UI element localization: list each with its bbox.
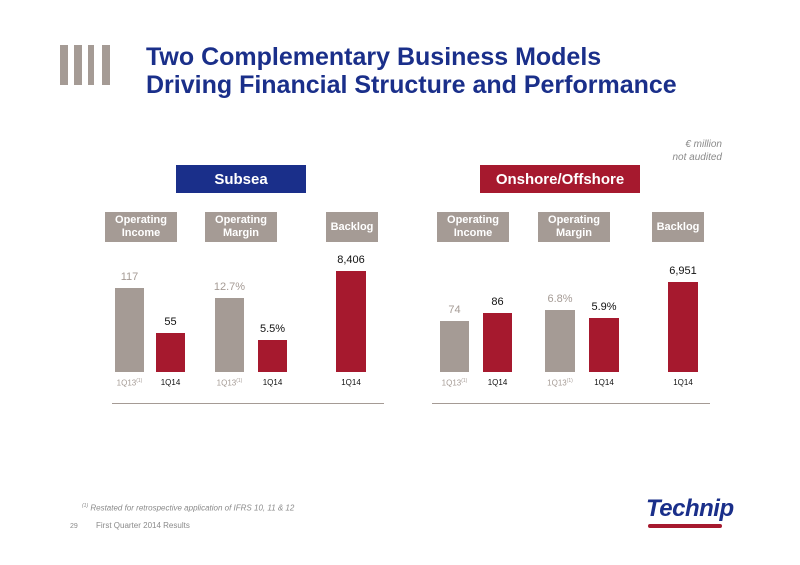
title-decoration-bar [74, 45, 82, 85]
title-decoration-bar [102, 45, 110, 85]
data-label: 8,406 [337, 254, 365, 266]
bar [115, 288, 144, 372]
period-text: 1Q14 [341, 378, 361, 387]
audit-note: not audited [672, 152, 723, 163]
data-label: 86 [491, 295, 504, 308]
data-label: 12.7% [213, 281, 246, 293]
period-label: 1Q14 [248, 378, 298, 387]
data-label: 55 [164, 315, 177, 328]
footnote-ref: (1) [136, 378, 143, 384]
period-text: 1Q14 [487, 378, 508, 387]
group-header: Operating Income [105, 212, 177, 242]
section-title: Onshore/Offshore [480, 165, 640, 193]
period-label: 1Q13(1) [430, 378, 480, 388]
data-label: 6,951 [669, 265, 697, 277]
bar [440, 321, 469, 372]
footnote-ref: (1) [566, 378, 573, 384]
bar [668, 282, 698, 372]
units-label: € million [685, 139, 722, 150]
units-note: € million not audited [602, 138, 723, 164]
period-label: 1Q14 [658, 378, 708, 387]
period-text: 1Q14 [673, 378, 693, 387]
group-header: Operating Margin [205, 212, 277, 242]
chart-baseline [432, 403, 710, 404]
data-label: 117 [120, 271, 139, 283]
period-label: 1Q13(1) [535, 378, 585, 388]
bar [483, 312, 512, 372]
group-header: Operating Margin [538, 212, 610, 242]
footnote-ref: (1) [461, 378, 468, 384]
period-text: 1Q14 [594, 378, 614, 387]
data-label: 6.8% [547, 293, 573, 305]
group-header: Backlog [326, 212, 378, 242]
page-number: 29 [70, 523, 78, 530]
logo-swoosh [648, 524, 722, 528]
group-header: Operating Income [437, 212, 509, 242]
page-title-line1: Two Complementary Business Models [146, 43, 602, 71]
data-label: 5.5% [259, 322, 286, 335]
period-label: 1Q14 [579, 378, 629, 387]
bar [156, 332, 185, 372]
period-label: 1Q14 [146, 378, 196, 387]
title-decoration-bar [88, 45, 94, 85]
bar [336, 271, 366, 372]
footnote-ref: (1) [236, 378, 243, 384]
bar [545, 310, 575, 372]
section-title: Subsea [176, 165, 306, 193]
period-text: 1Q14 [160, 378, 181, 387]
footnote-text: Restated for retrospective application o… [90, 503, 295, 513]
page-title-line2: Driving Financial Structure and Performa… [146, 71, 677, 99]
period-label: 1Q13(1) [105, 378, 155, 388]
bar [215, 298, 244, 372]
data-label: 5.9% [591, 301, 617, 314]
bar [258, 339, 287, 372]
period-text: 1Q13 [116, 378, 137, 388]
period-label: 1Q14 [473, 378, 523, 387]
bar [589, 318, 619, 372]
footnote-mark: (1) [82, 503, 89, 509]
chart-baseline [112, 403, 384, 404]
period-label: 1Q13(1) [205, 378, 255, 388]
period-text: 1Q13 [216, 378, 237, 388]
footnote: (1) Restated for retrospective applicati… [82, 503, 294, 513]
period-text: 1Q13 [441, 378, 462, 388]
period-text: 1Q14 [262, 378, 283, 387]
period-label: 1Q14 [326, 378, 376, 387]
group-header: Backlog [652, 212, 704, 242]
footer-text: First Quarter 2014 Results [96, 521, 190, 530]
period-text: 1Q13 [547, 378, 567, 388]
data-label: 74 [448, 304, 461, 316]
technip-logo: Technip [646, 495, 734, 522]
title-decoration-bar [60, 45, 68, 85]
